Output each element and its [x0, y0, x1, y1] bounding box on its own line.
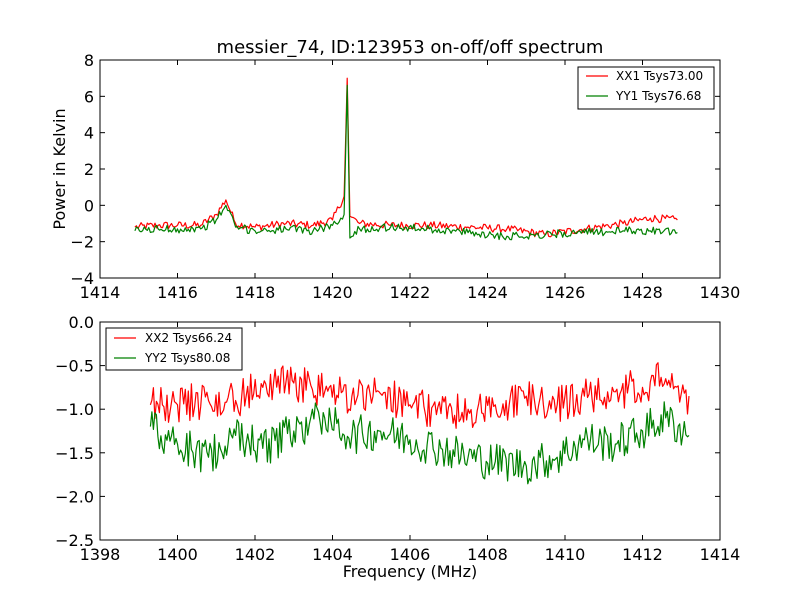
bottom-x-tick-label: 1400: [157, 545, 198, 564]
top-y-tick-label: 8: [84, 51, 94, 70]
bottom-x-tick-label: 1408: [467, 545, 508, 564]
bottom-x-tick-label: 1412: [622, 545, 663, 564]
bottom-x-tick-label: 1414: [700, 545, 741, 564]
top-legend: XX1 Tsys73.00 YY1 Tsys76.68: [577, 66, 715, 110]
top-series-yy-line: [134, 84, 678, 241]
top-y-axis-label: Power in Kelvin: [50, 108, 69, 229]
bottom-plot-frame: [99, 321, 721, 541]
top-y-tick-label: 4: [84, 124, 94, 143]
top-x-tick-label: 1418: [235, 283, 276, 302]
bottom-x-tick-label: 1406: [390, 545, 431, 564]
top-y-tick-label: 0: [84, 196, 94, 215]
bottom-y-tick-label: −1.5: [55, 444, 94, 463]
bottom-series-yy-line: [149, 401, 690, 485]
bottom-plot-lines: [149, 362, 690, 485]
chart-title: messier_74, ID:123953 on-off/off spectru…: [217, 37, 604, 58]
top-x-tick-label: 1422: [390, 283, 431, 302]
bottom-legend: XX2 Tsys66.24 YY2 Tsys80.08: [105, 327, 243, 371]
bottom-y-tick-label: −1.0: [55, 400, 94, 419]
top-y-tick-label: 2: [84, 160, 94, 179]
top-series-xx-line: [134, 77, 678, 238]
top-spectrum-panel: 1414 1416 1418 1420 1422 1424 1426 1428 1430 −4 −2…: [50, 51, 740, 302]
bottom-y-tick-label: −2.0: [55, 487, 94, 506]
top-y-tick-label: −4: [70, 269, 94, 288]
bottom-y-tick-label: −2.5: [55, 531, 94, 550]
bottom-axis-ticks: 1398 1400 1402 1404 1406 1408 1410 1412 1414 −2.5…: [55, 313, 740, 564]
bottom-y-tick-label: 0.0: [69, 313, 94, 332]
top-y-tick-label: 6: [84, 87, 94, 106]
top-plot-lines: [134, 77, 678, 241]
bottom-y-tick-label: −0.5: [55, 357, 94, 376]
top-legend-yy-label: YY1 Tsys76.68: [615, 89, 701, 103]
top-x-tick-label: 1426: [545, 283, 586, 302]
top-x-tick-label: 1428: [622, 283, 663, 302]
top-y-tick-label: −2: [70, 233, 94, 252]
bottom-legend-box: [105, 327, 243, 371]
bottom-x-tick-label: 1410: [545, 545, 586, 564]
bottom-legend-yy-label: YY2 Tsys80.08: [144, 351, 230, 365]
top-legend-xx-label: XX1 Tsys73.00: [616, 69, 703, 83]
top-legend-box: [577, 66, 715, 110]
top-plot-frame: [99, 59, 721, 279]
bottom-x-tick-label: 1402: [235, 545, 276, 564]
bottom-spectrum-panel: 1398 1400 1402 1404 1406 1408 1410 1412 1414 −2.5…: [55, 313, 740, 581]
bottom-x-tick-label: 1398: [80, 545, 121, 564]
bottom-x-tick-label: 1404: [312, 545, 353, 564]
top-axis-ticks: 1414 1416 1418 1420 1422 1424 1426 1428 1430 −4 −2…: [70, 51, 740, 302]
top-x-tick-label: 1416: [157, 283, 198, 302]
top-x-tick-label: 1424: [467, 283, 508, 302]
top-x-tick-label: 1414: [80, 283, 121, 302]
bottom-legend-xx-label: XX2 Tsys66.24: [145, 331, 232, 345]
bottom-series-xx-line: [149, 362, 690, 429]
top-x-tick-label: 1420: [312, 283, 353, 302]
bottom-x-axis-label: Frequency (MHz): [343, 562, 477, 581]
top-x-tick-label: 1430: [700, 283, 741, 302]
